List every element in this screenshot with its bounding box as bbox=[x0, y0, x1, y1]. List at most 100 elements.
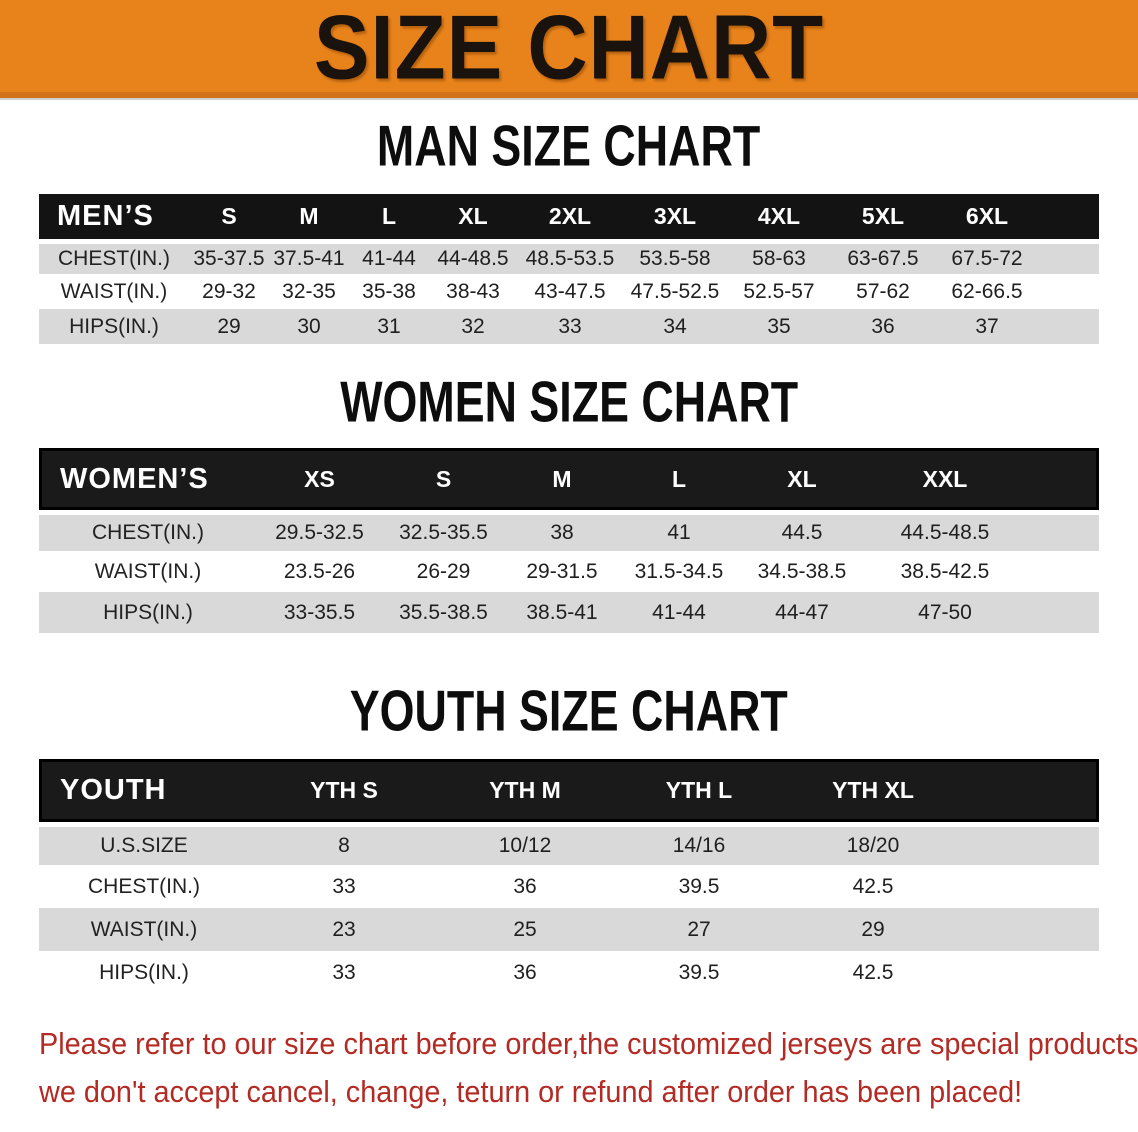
men-table-row: WAIST(IN.) 29-32 32-35 35-38 38-43 43-47.5 47.… bbox=[39, 274, 1099, 309]
women-table-header-row: WOMEN’S XS S M L XL XXL bbox=[39, 448, 1099, 510]
youth-row-label: HIPS(IN.) bbox=[39, 951, 249, 994]
men-size-value: 41-44 bbox=[349, 239, 429, 274]
men-size-chart-section: MAN SIZE CHART MEN’S S M L XL 2XL 3XL 4XL 5XL 6XL… bbox=[0, 113, 1138, 344]
youth-row-spacer bbox=[959, 822, 1099, 865]
order-disclaimer: Please refer to our size chart before or… bbox=[0, 1020, 1138, 1116]
youth-size-value: 23 bbox=[249, 908, 439, 951]
men-size-value: 35-37.5 bbox=[189, 239, 269, 274]
women-size-value: 44.5 bbox=[739, 510, 865, 551]
women-column-header: M bbox=[505, 448, 619, 510]
women-size-chart-section: WOMEN SIZE CHART WOMEN’S XS S M L XL XXL CHEST(… bbox=[0, 369, 1138, 633]
youth-size-value: 14/16 bbox=[611, 822, 787, 865]
men-column-header: 4XL bbox=[727, 194, 831, 239]
men-column-header: 6XL bbox=[935, 194, 1039, 239]
men-size-value: 35-38 bbox=[349, 274, 429, 309]
youth-row-spacer bbox=[959, 865, 1099, 908]
youth-size-value: 36 bbox=[439, 865, 611, 908]
youth-size-value: 8 bbox=[249, 822, 439, 865]
women-size-table: WOMEN’S XS S M L XL XXL CHEST(IN.) 29.5-32.5 32.5… bbox=[39, 448, 1099, 633]
women-size-value: 44.5-48.5 bbox=[865, 510, 1025, 551]
youth-size-value: 18/20 bbox=[787, 822, 959, 865]
women-size-value: 47-50 bbox=[865, 592, 1025, 633]
men-column-header: L bbox=[349, 194, 429, 239]
women-row-label: HIPS(IN.) bbox=[39, 592, 257, 633]
youth-size-value: 27 bbox=[611, 908, 787, 951]
women-column-header: XS bbox=[257, 448, 382, 510]
youth-size-chart-section: YOUTH SIZE CHART YOUTH YTH S YTH M YTH L YTH… bbox=[0, 678, 1138, 994]
women-section-title: WOMEN SIZE CHART bbox=[340, 369, 798, 434]
women-size-value: 31.5-34.5 bbox=[619, 551, 739, 592]
women-table-row: WAIST(IN.) 23.5-26 26-29 29-31.5 31.5-34.5 34… bbox=[39, 551, 1099, 592]
youth-table-row: WAIST(IN.) 23 25 27 29 bbox=[39, 908, 1099, 951]
men-size-value: 34 bbox=[623, 309, 727, 344]
men-table-row: CHEST(IN.) 35-37.5 37.5-41 41-44 44-48.5 48.5… bbox=[39, 239, 1099, 274]
men-size-value: 62-66.5 bbox=[935, 274, 1039, 309]
men-table-header-row: MEN’S S M L XL 2XL 3XL 4XL 5XL 6XL bbox=[39, 194, 1099, 239]
men-column-header: M bbox=[269, 194, 349, 239]
women-size-value: 38 bbox=[505, 510, 619, 551]
men-size-value: 30 bbox=[269, 309, 349, 344]
women-size-value: 34.5-38.5 bbox=[739, 551, 865, 592]
disclaimer-line-2: we don't accept cancel, change, teturn o… bbox=[39, 1074, 1023, 1109]
youth-header-spacer bbox=[959, 759, 1099, 822]
women-size-value: 38.5-42.5 bbox=[865, 551, 1025, 592]
men-size-value: 31 bbox=[349, 309, 429, 344]
men-size-value: 29 bbox=[189, 309, 269, 344]
men-row-spacer bbox=[1039, 309, 1099, 344]
women-column-header: S bbox=[382, 448, 505, 510]
youth-row-spacer bbox=[959, 908, 1099, 951]
men-size-value: 32 bbox=[429, 309, 517, 344]
men-row-label: CHEST(IN.) bbox=[39, 239, 189, 274]
youth-table-row: HIPS(IN.) 33 36 39.5 42.5 bbox=[39, 951, 1099, 994]
men-row-label: HIPS(IN.) bbox=[39, 309, 189, 344]
men-size-value: 37.5-41 bbox=[269, 239, 349, 274]
banner-title: SIZE CHART bbox=[313, 0, 825, 99]
youth-row-spacer bbox=[959, 951, 1099, 994]
women-row-spacer bbox=[1025, 551, 1099, 592]
women-row-label: WAIST(IN.) bbox=[39, 551, 257, 592]
men-size-value: 48.5-53.5 bbox=[517, 239, 623, 274]
youth-table-row: CHEST(IN.) 33 36 39.5 42.5 bbox=[39, 865, 1099, 908]
women-column-header: XXL bbox=[865, 448, 1025, 510]
men-column-header: 3XL bbox=[623, 194, 727, 239]
youth-column-header: YTH S bbox=[249, 759, 439, 822]
women-size-value: 44-47 bbox=[739, 592, 865, 633]
women-size-value: 29-31.5 bbox=[505, 551, 619, 592]
men-row-spacer bbox=[1039, 274, 1099, 309]
men-row-spacer bbox=[1039, 239, 1099, 274]
men-size-value: 35 bbox=[727, 309, 831, 344]
men-size-value: 58-63 bbox=[727, 239, 831, 274]
youth-size-value: 33 bbox=[249, 865, 439, 908]
youth-row-label: WAIST(IN.) bbox=[39, 908, 249, 951]
men-size-value: 47.5-52.5 bbox=[623, 274, 727, 309]
youth-table-row: U.S.SIZE 8 10/12 14/16 18/20 bbox=[39, 822, 1099, 865]
youth-size-value: 42.5 bbox=[787, 951, 959, 994]
youth-section-title: YOUTH SIZE CHART bbox=[349, 678, 789, 743]
men-column-header: 2XL bbox=[517, 194, 623, 239]
men-size-value: 32-35 bbox=[269, 274, 349, 309]
women-size-value: 32.5-35.5 bbox=[382, 510, 505, 551]
women-column-header: XL bbox=[739, 448, 865, 510]
youth-size-value: 36 bbox=[439, 951, 611, 994]
women-row-spacer bbox=[1025, 592, 1099, 633]
youth-size-value: 42.5 bbox=[787, 865, 959, 908]
women-table-corner-label: WOMEN’S bbox=[39, 448, 257, 510]
youth-table-header-row: YOUTH YTH S YTH M YTH L YTH XL bbox=[39, 759, 1099, 822]
men-column-header: XL bbox=[429, 194, 517, 239]
youth-size-value: 10/12 bbox=[439, 822, 611, 865]
men-table-corner-label: MEN’S bbox=[39, 194, 189, 239]
women-size-value: 33-35.5 bbox=[257, 592, 382, 633]
men-row-label: WAIST(IN.) bbox=[39, 274, 189, 309]
men-size-value: 29-32 bbox=[189, 274, 269, 309]
youth-column-header: YTH L bbox=[611, 759, 787, 822]
youth-size-value: 39.5 bbox=[611, 865, 787, 908]
women-header-spacer bbox=[1025, 448, 1099, 510]
youth-table-corner-label: YOUTH bbox=[39, 759, 249, 822]
women-column-header: L bbox=[619, 448, 739, 510]
women-row-spacer bbox=[1025, 510, 1099, 551]
men-header-spacer bbox=[1039, 194, 1099, 239]
men-table-row: HIPS(IN.) 29 30 31 32 33 34 35 36 37 bbox=[39, 309, 1099, 344]
men-section-title: MAN SIZE CHART bbox=[377, 113, 761, 178]
youth-size-value: 29 bbox=[787, 908, 959, 951]
women-size-value: 38.5-41 bbox=[505, 592, 619, 633]
